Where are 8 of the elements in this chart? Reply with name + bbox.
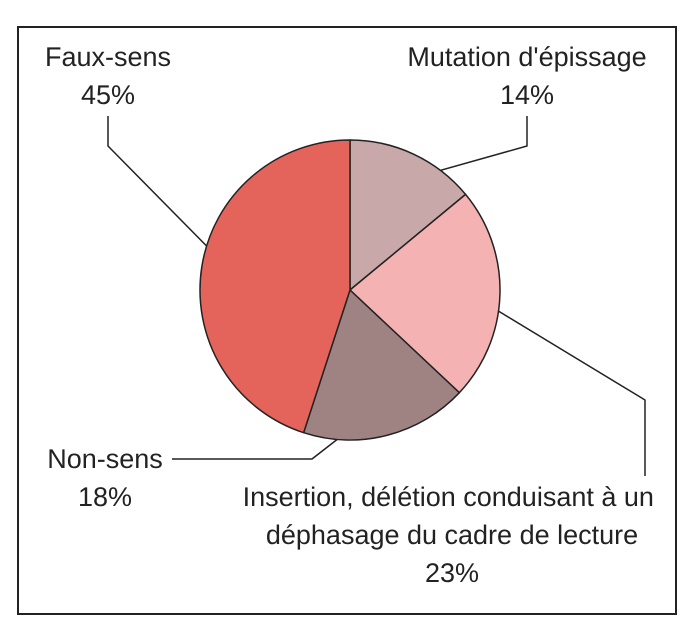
slice-label: Faux-sens xyxy=(44,42,172,72)
slice-label: Insertion, délétion conduisant à un déphasage du cadre de lecture xyxy=(242,482,662,550)
slice-label: Non-sens xyxy=(47,444,163,474)
data-label: 23% xyxy=(424,558,480,588)
slice-label: Mutation d'épissage xyxy=(407,42,647,72)
data-label: 45% xyxy=(80,80,136,110)
data-label: 14% xyxy=(500,80,554,110)
data-label: 18% xyxy=(78,482,132,512)
